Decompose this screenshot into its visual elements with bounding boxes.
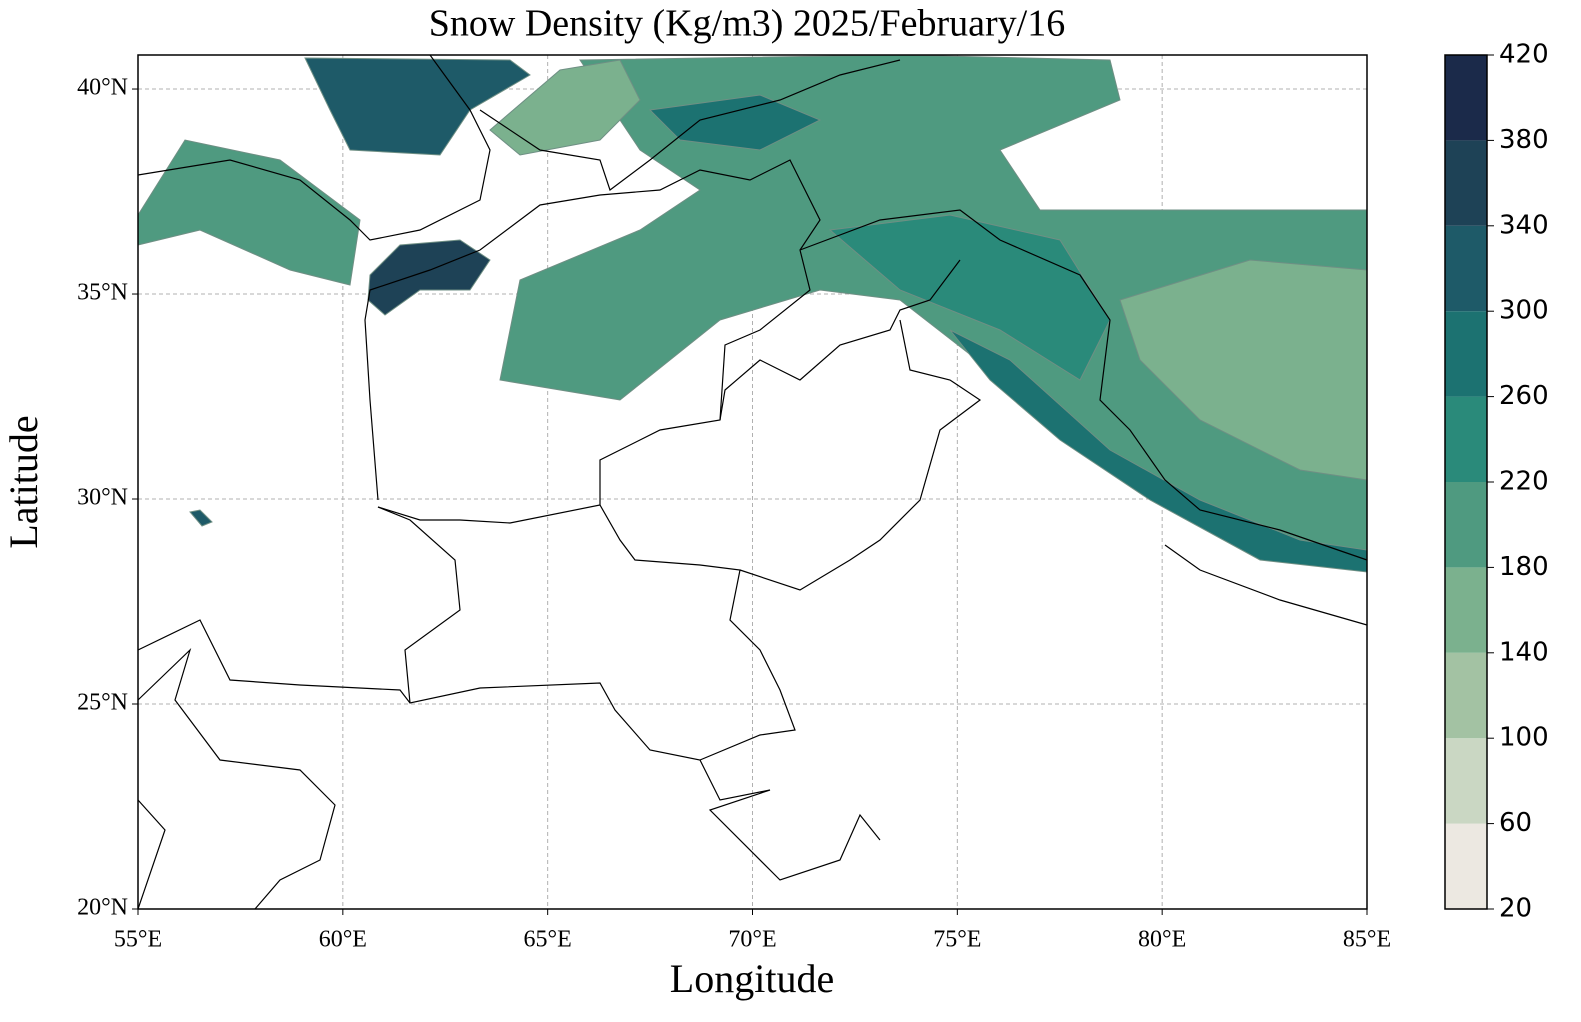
colorbar-segment: [1445, 55, 1487, 141]
colorbar-segment: [1445, 225, 1487, 312]
colorbar-label: 20: [1499, 894, 1532, 924]
snow-area: [367, 239, 491, 316]
colorbar-segment: [1445, 652, 1487, 739]
colorbar-segment: [1445, 482, 1487, 568]
border-line: [377, 259, 961, 524]
colorbar-segment: [1445, 140, 1487, 226]
y-tick-label: 30°N: [77, 485, 128, 511]
coastline: [137, 647, 336, 910]
y-tick-label: 25°N: [77, 690, 128, 716]
x-tick-label: 60°E: [319, 927, 367, 953]
colorbar-label: 180: [1499, 552, 1549, 582]
snow-area: [828, 214, 1111, 381]
snow-area: [489, 59, 641, 156]
colorbar-label: 260: [1499, 381, 1549, 411]
colorbar-label: 100: [1499, 723, 1549, 753]
x-tick-label: 85°E: [1343, 927, 1391, 953]
colorbar: 20 60 100 140 180 220 260 300 340 380 420: [1444, 40, 1549, 924]
x-tick-label: 75°E: [933, 927, 981, 953]
x-tick-label: 65°E: [524, 927, 572, 953]
colorbar-label: 300: [1499, 296, 1549, 326]
colorbar-label: 420: [1499, 40, 1549, 70]
colorbar-label: 220: [1499, 467, 1549, 497]
x-tick-label: 70°E: [728, 927, 776, 953]
snow-area: [189, 509, 213, 527]
y-tick-label: 20°N: [77, 895, 128, 921]
colorbar-label: 340: [1499, 210, 1549, 240]
x-axis-label: Longitude: [670, 956, 834, 1001]
border-line: [137, 799, 166, 910]
colorbar-segment: [1445, 396, 1487, 482]
snow-area: [1119, 259, 1368, 481]
border-line: [739, 319, 982, 591]
border-line: [479, 59, 901, 191]
snow-field: [137, 54, 1368, 573]
y-tick-label: 35°N: [77, 280, 128, 306]
colorbar-segment: [1445, 823, 1487, 909]
colorbar-segment: [1445, 311, 1487, 397]
border-line: [799, 209, 1368, 561]
snow-area: [304, 57, 531, 156]
y-tick-label: 40°N: [77, 75, 128, 101]
border-line: [599, 504, 796, 761]
ticks: 55°E 60°E 65°E 70°E 75°E 80°E 85°E 20°N 25°N 30°N…: [77, 75, 1391, 953]
x-tick-label: 80°E: [1138, 927, 1186, 953]
snow-area: [137, 139, 361, 286]
y-axis-label: Latitude: [1, 415, 46, 548]
chart-title: Snow Density (Kg/m3) 2025/February/16: [429, 3, 1065, 45]
border-line: [1164, 544, 1368, 626]
border-line: [377, 506, 461, 704]
borders: [137, 54, 1368, 910]
colorbar-segment: [1445, 567, 1487, 653]
colorbar-label: 140: [1499, 637, 1549, 667]
border-line: [137, 54, 491, 241]
x-tick-label: 55°E: [114, 927, 162, 953]
coastline: [137, 619, 881, 881]
colorbar-label: 380: [1499, 125, 1549, 155]
snow-area: [648, 94, 822, 151]
colorbar-segment: [1445, 738, 1487, 824]
border-line: [364, 159, 821, 501]
colorbar-label: 60: [1499, 808, 1532, 838]
